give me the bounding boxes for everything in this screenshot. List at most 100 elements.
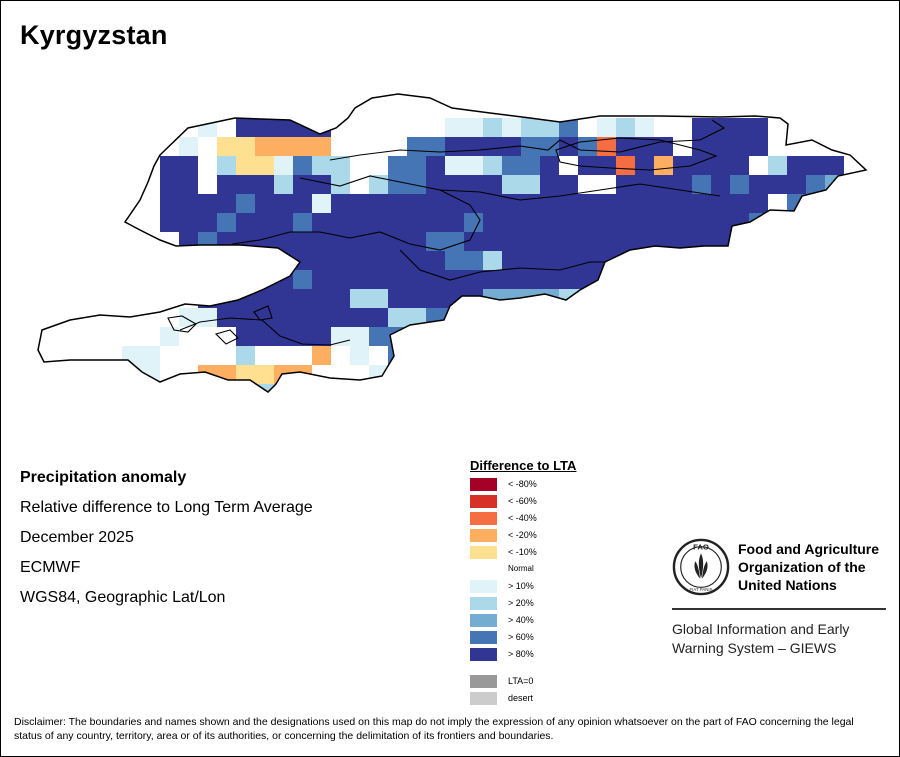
anomaly-cell [236, 384, 255, 392]
anomaly-cell [255, 441, 274, 460]
anomaly-cell [236, 251, 255, 270]
anomaly-cell [692, 213, 711, 232]
anomaly-cell [730, 384, 749, 392]
anomaly-cell [559, 137, 578, 156]
anomaly-cell [692, 422, 711, 441]
anomaly-cell [426, 156, 445, 175]
anomaly-cell [274, 156, 293, 175]
anomaly-cell [844, 327, 863, 346]
anomaly-cell [293, 346, 312, 365]
org-name-line1: Food and Agriculture [738, 541, 880, 557]
anomaly-cell [217, 289, 236, 308]
anomaly-cell [616, 99, 635, 118]
anomaly-cell [198, 194, 217, 213]
anomaly-cell [274, 175, 293, 194]
legend-label: > 40% [508, 615, 534, 625]
anomaly-cell [578, 118, 597, 137]
anomaly-cell [312, 384, 331, 392]
anomaly-cell [749, 118, 768, 137]
anomaly-cell [255, 251, 274, 270]
anomaly-cell [692, 289, 711, 308]
anomaly-cell [426, 251, 445, 270]
anomaly-cell [160, 422, 179, 441]
anomaly-cell [464, 94, 483, 99]
anomaly-cell [654, 194, 673, 213]
anomaly-cell [369, 232, 388, 251]
anomaly-cell [274, 308, 293, 327]
anomaly-cell [540, 289, 559, 308]
anomaly-cell [445, 422, 464, 441]
anomaly-cell [255, 346, 274, 365]
anomaly-cell [635, 384, 654, 392]
anomaly-cell [502, 346, 521, 365]
anomaly-cell [445, 441, 464, 460]
anomaly-cell [331, 422, 350, 441]
anomaly-cell [654, 441, 673, 460]
anomaly-cell [331, 346, 350, 365]
anomaly-cell [388, 251, 407, 270]
anomaly-cell [692, 403, 711, 422]
anomaly-cell [844, 289, 863, 308]
anomaly-cell [236, 422, 255, 441]
anomaly-cell [559, 156, 578, 175]
anomaly-cell [274, 251, 293, 270]
anomaly-cell [388, 213, 407, 232]
anomaly-cell [749, 251, 768, 270]
anomaly-cell [730, 346, 749, 365]
anomaly-cell [331, 213, 350, 232]
anomaly-cell [388, 270, 407, 289]
anomaly-cell [483, 422, 502, 441]
anomaly-cell [407, 365, 426, 384]
anomaly-cell [825, 346, 844, 365]
anomaly-cell [350, 365, 369, 384]
anomaly-cell [825, 251, 844, 270]
anomaly-cell [635, 118, 654, 137]
anomaly-cell [559, 346, 578, 365]
anomaly-cell [293, 403, 312, 422]
anomaly-cell [540, 232, 559, 251]
anomaly-cell [806, 308, 825, 327]
anomaly-cell [198, 441, 217, 460]
anomaly-cell [388, 194, 407, 213]
anomaly-cell [160, 156, 179, 175]
anomaly-cell [654, 175, 673, 194]
anomaly-cell [692, 251, 711, 270]
anomaly-cell [483, 194, 502, 213]
anomaly-cell [768, 308, 787, 327]
anomaly-cell [730, 99, 749, 118]
legend-swatch [470, 648, 497, 661]
legend-item: < -60% [470, 494, 576, 511]
anomaly-cell [369, 270, 388, 289]
anomaly-cell [692, 232, 711, 251]
anomaly-cell [350, 156, 369, 175]
anomaly-cell [388, 289, 407, 308]
anomaly-cell [236, 99, 255, 118]
anomaly-cell [540, 118, 559, 137]
anomaly-cell [559, 118, 578, 137]
anomaly-cell [464, 194, 483, 213]
anomaly-cell [369, 213, 388, 232]
anomaly-cell [673, 194, 692, 213]
anomaly-cell [426, 403, 445, 422]
anomaly-cell [350, 270, 369, 289]
anomaly-cell [293, 384, 312, 392]
anomaly-cell [255, 118, 274, 137]
anomaly-cell [255, 137, 274, 156]
anomaly-cell [692, 194, 711, 213]
anomaly-cell [160, 251, 179, 270]
anomaly-cell [331, 384, 350, 392]
anomaly-cell [198, 384, 217, 392]
anomaly-cell [673, 422, 692, 441]
anomaly-cell [559, 422, 578, 441]
anomaly-cell [502, 327, 521, 346]
anomaly-cell [559, 194, 578, 213]
anomaly-cell [616, 422, 635, 441]
anomaly-cell [160, 346, 179, 365]
anomaly-cell [768, 365, 787, 384]
anomaly-cell [749, 403, 768, 422]
anomaly-cell [635, 422, 654, 441]
anomaly-cell [768, 403, 787, 422]
anomaly-cell [483, 175, 502, 194]
anomaly-cell [293, 137, 312, 156]
anomaly-cell [825, 175, 844, 194]
